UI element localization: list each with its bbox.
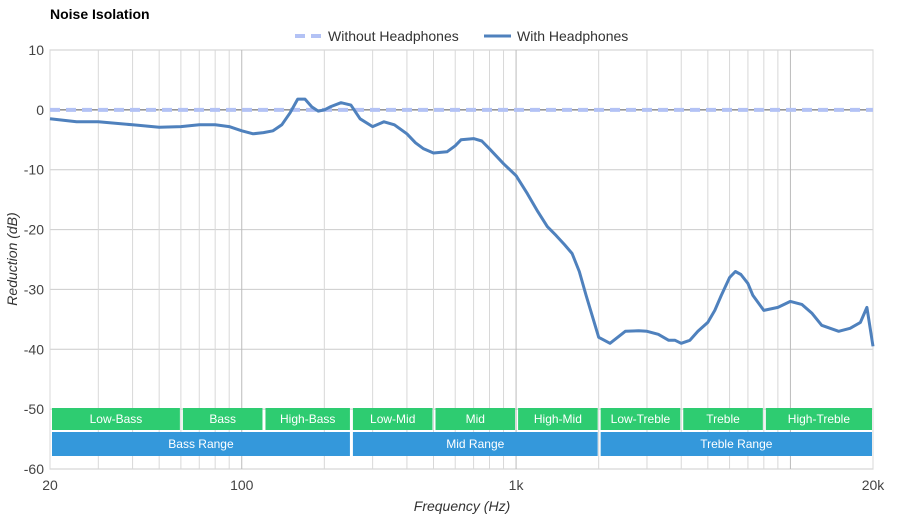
band-0-5	[518, 408, 598, 430]
y-axis-label: Reduction (dB)	[4, 212, 20, 305]
band-0-6	[600, 408, 681, 430]
band-0-3	[352, 408, 433, 430]
y-axis-ticks: 10 0 -10 -20 -30 -40 -50 -60	[24, 42, 44, 477]
band-1-0	[52, 432, 350, 456]
legend-label-0: Without Headphones	[328, 28, 459, 44]
x-axis-label: Frequency (Hz)	[414, 498, 510, 514]
y-tick-label: -10	[24, 162, 44, 178]
legend-label-1: With Headphones	[517, 28, 628, 44]
chart-legend: Without Headphones With Headphones	[295, 28, 628, 44]
y-tick-label: -20	[24, 222, 44, 238]
band-0-7	[683, 408, 763, 430]
band-0-8	[765, 408, 872, 430]
band-label: Treble	[706, 412, 740, 426]
band-label: High-Treble	[788, 412, 851, 426]
band-label: Low-Mid	[370, 412, 415, 426]
y-tick-label: 10	[28, 42, 44, 58]
chart-grid	[49, 49, 874, 470]
y-tick-label: -40	[24, 341, 44, 357]
band-label: Mid	[466, 412, 485, 426]
band-label: Low-Treble	[611, 412, 671, 426]
y-tick-label: -30	[24, 281, 44, 297]
band-1-1	[352, 432, 598, 456]
y-tick-label: 0	[36, 102, 44, 118]
band-1-2	[600, 432, 872, 456]
band-label: Bass	[209, 412, 236, 426]
y-tick-label: -60	[24, 461, 44, 477]
x-axis-ticks: 20 100 1k 20k	[42, 477, 885, 493]
band-label: High-Bass	[280, 412, 335, 426]
y-tick-label: -50	[24, 401, 44, 417]
series-line-1	[49, 97, 875, 347]
band-0-2	[265, 408, 350, 430]
chart-series	[49, 97, 875, 347]
chart-title: Noise Isolation	[50, 6, 150, 22]
band-0-4	[435, 408, 516, 430]
x-tick-label: 1k	[509, 477, 525, 493]
band-label: Treble Range	[700, 437, 773, 451]
x-tick-label: 100	[230, 477, 254, 493]
band-0-1	[182, 408, 263, 430]
band-label: High-Mid	[534, 412, 582, 426]
band-label: Low-Bass	[90, 412, 143, 426]
band-label: Mid Range	[446, 437, 504, 451]
x-tick-label: 20	[42, 477, 58, 493]
band-label: Bass Range	[168, 437, 234, 451]
band-0-0	[52, 408, 180, 430]
x-tick-label: 20k	[862, 477, 886, 493]
frequency-bands: Low-Bass Bass High-Bass Low-Mid Mid High-Mid L…	[52, 408, 872, 456]
plot-border	[49, 49, 874, 470]
